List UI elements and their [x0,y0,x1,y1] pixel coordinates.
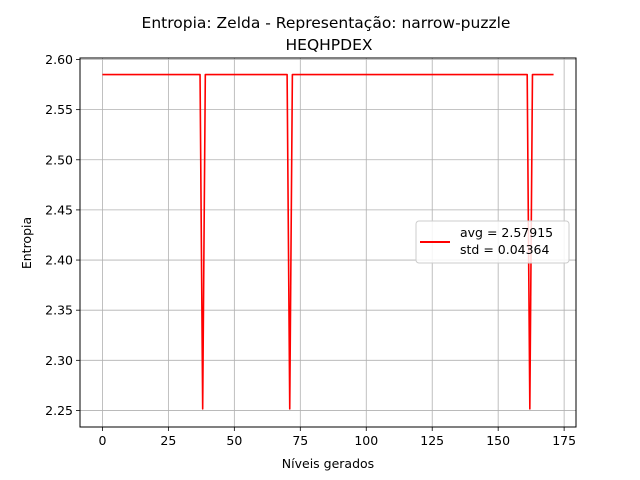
x-tick-label: 175 [552,433,576,448]
series-line [102,73,554,410]
chart-subtitle: HEQHPDEX [286,36,373,54]
chart-title: Entropia: Zelda - Representação: narrow-… [142,14,511,32]
x-tick-label: 150 [486,433,510,448]
legend-box [415,220,570,264]
y-axis-label: Entropia [19,217,34,269]
x-tick-label: 125 [420,433,444,448]
y-tick-label: 2.60 [45,52,73,67]
x-axis-label: Níveis gerados [282,456,374,471]
y-tick-label: 2.25 [45,403,73,418]
series-layer [102,73,554,410]
x-tick-label: 100 [354,433,378,448]
y-tick-label: 2.50 [45,152,73,167]
x-tick-label: 75 [292,433,308,448]
legend-std-label: std = 0.04364 [460,242,550,257]
grid [80,58,576,427]
x-tick-label: 25 [160,433,176,448]
legend-avg-label: avg = 2.57915 [460,225,553,240]
y-axis: 2.25 2.30 2.35 2.40 2.45 2.50 2.55 2.60 [45,52,80,418]
y-tick-label: 2.45 [45,202,73,217]
y-tick-label: 2.55 [45,102,73,117]
x-tick-label: 0 [98,433,106,448]
x-tick-label: 50 [226,433,242,448]
legend: avg = 2.57915 std = 0.04364 [415,220,570,264]
y-tick-label: 2.35 [45,303,73,318]
y-tick-label: 2.30 [45,353,73,368]
x-axis: 0 25 50 75 100 125 150 175 [98,427,576,448]
plot-frame [79,57,577,428]
y-tick-label: 2.40 [45,253,73,268]
